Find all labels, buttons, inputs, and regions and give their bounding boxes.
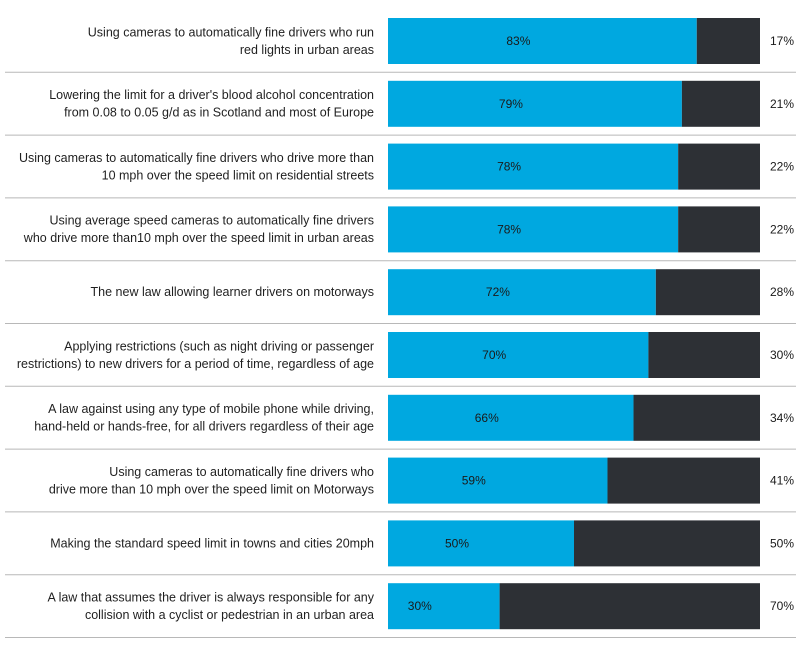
category-label: Using cameras to automatically fine driv… xyxy=(88,25,374,39)
category-label: Using cameras to automatically fine driv… xyxy=(19,151,374,165)
category-label: Lowering the limit for a driver's blood … xyxy=(49,88,374,102)
data-label-oppose: 17% xyxy=(770,34,794,48)
category-label: who drive more than10 mph over the speed… xyxy=(23,231,374,245)
bar-support xyxy=(388,206,679,253)
data-label-support: 72% xyxy=(486,285,510,299)
category-label: Making the standard speed limit in towns… xyxy=(50,536,374,550)
category-label: red lights in urban areas xyxy=(240,43,374,57)
category-label: Using cameras to automatically fine driv… xyxy=(109,465,374,479)
data-label-support: 59% xyxy=(462,474,486,488)
bar-oppose xyxy=(678,206,760,253)
category-label: A law that assumes the driver is always … xyxy=(47,590,374,604)
bar-support xyxy=(388,332,649,378)
bar-oppose xyxy=(655,269,760,316)
data-label-oppose: 22% xyxy=(770,160,794,174)
data-label-support: 70% xyxy=(482,348,506,362)
data-label-oppose: 50% xyxy=(770,536,794,550)
bar-oppose xyxy=(648,332,760,378)
bar-oppose xyxy=(607,457,760,504)
data-label-support: 79% xyxy=(499,97,523,111)
bar-support xyxy=(388,520,574,567)
bar-oppose xyxy=(574,520,760,567)
category-label: 10 mph over the speed limit on residenti… xyxy=(102,168,374,182)
data-label-oppose: 21% xyxy=(770,97,794,111)
category-label: from 0.08 to 0.05 g/d as in Scotland and… xyxy=(64,106,374,120)
bar-support xyxy=(388,143,679,190)
category-label: collision with a cyclist or pedestrian i… xyxy=(85,608,374,622)
category-label: Using average speed cameras to automatic… xyxy=(50,214,374,228)
bar-oppose xyxy=(499,583,760,630)
category-label: restrictions) to new drivers for a perio… xyxy=(17,357,374,371)
data-label-support: 83% xyxy=(506,34,530,48)
data-label-oppose: 30% xyxy=(770,348,794,362)
bar-oppose xyxy=(678,143,760,190)
category-label: drive more than 10 mph over the speed li… xyxy=(49,482,374,496)
data-label-support: 78% xyxy=(497,222,521,236)
data-label-oppose: 41% xyxy=(770,474,794,488)
bar-support xyxy=(388,583,500,630)
bar-support xyxy=(388,269,656,316)
bar-oppose xyxy=(633,394,760,441)
bar-support xyxy=(388,80,682,127)
data-label-oppose: 28% xyxy=(770,285,794,299)
bar-support xyxy=(388,394,634,441)
bar-support xyxy=(388,18,697,64)
bar-oppose xyxy=(681,80,760,127)
bar-support xyxy=(388,457,608,504)
category-label: The new law allowing learner drivers on … xyxy=(91,285,374,299)
category-label: A law against using any type of mobile p… xyxy=(48,402,374,416)
data-label-oppose: 22% xyxy=(770,222,794,236)
data-label-oppose: 34% xyxy=(770,411,794,425)
data-label-support: 66% xyxy=(475,411,499,425)
category-label: hand-held or hands-free, for all drivers… xyxy=(34,420,374,434)
bar-oppose xyxy=(696,18,760,64)
category-label: Applying restrictions (such as night dri… xyxy=(64,339,374,353)
data-label-support: 50% xyxy=(445,536,469,550)
data-label-support: 30% xyxy=(408,599,432,613)
data-label-support: 78% xyxy=(497,160,521,174)
data-label-oppose: 70% xyxy=(770,599,794,613)
